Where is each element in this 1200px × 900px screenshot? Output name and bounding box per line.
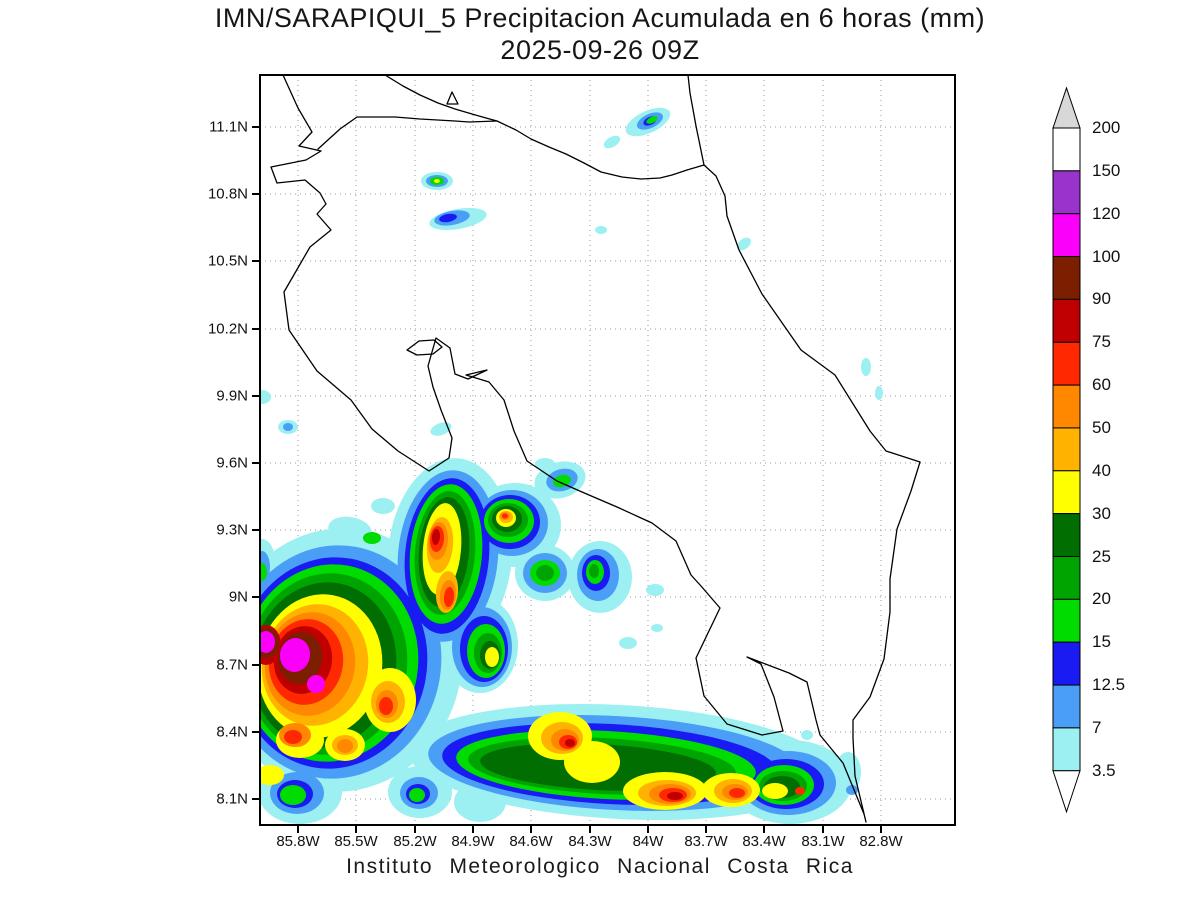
coastline-layer — [270, 75, 921, 823]
title-line1: IMN/SARAPIQUI_5 Precipitacion Acumulada … — [214, 3, 986, 33]
title-line2: 2025-09-26 09Z — [500, 35, 700, 65]
precipitation-shading — [260, 107, 883, 824]
colorbar — [1052, 86, 1081, 814]
map-frame — [259, 74, 956, 826]
axis-ticks — [252, 126, 882, 833]
page-title: IMN/SARAPIQUI_5 Precipitacion Acumulada … — [0, 2, 1200, 66]
footer-attribution: Instituto Meteorologico Nacional Costa R… — [346, 855, 854, 878]
